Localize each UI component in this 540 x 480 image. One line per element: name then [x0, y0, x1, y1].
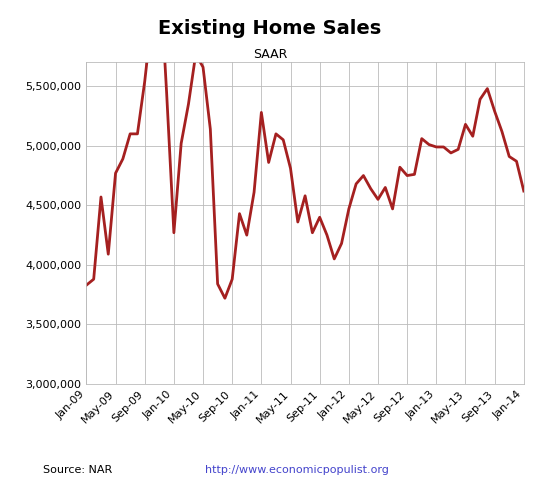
- Text: Source: NAR: Source: NAR: [43, 465, 112, 475]
- Text: SAAR: SAAR: [253, 48, 287, 61]
- Text: http://www.economicpopulist.org: http://www.economicpopulist.org: [205, 465, 389, 475]
- Text: Existing Home Sales: Existing Home Sales: [158, 19, 382, 38]
